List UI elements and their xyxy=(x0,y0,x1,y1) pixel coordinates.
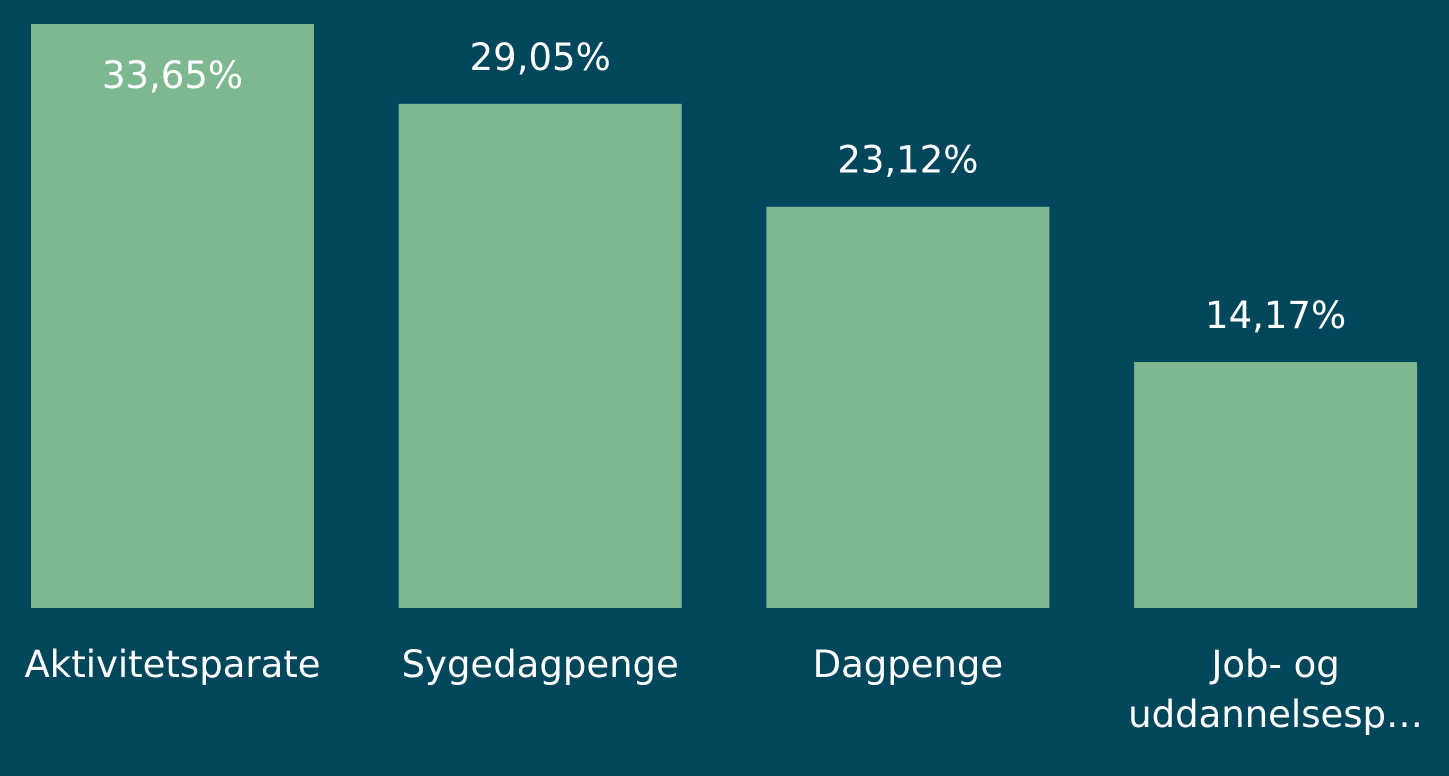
bar xyxy=(398,103,682,608)
bar xyxy=(766,206,1050,608)
x-tick-label: Job- og uddannelsesp… xyxy=(1128,643,1424,736)
x-tick-label: Dagpenge xyxy=(812,643,1004,686)
x-tick-label: Sygedagpenge xyxy=(401,643,679,686)
bar xyxy=(1134,362,1418,608)
data-label: 23,12% xyxy=(837,139,978,182)
data-label: 14,17% xyxy=(1205,294,1346,337)
data-label: 29,05% xyxy=(470,36,611,79)
x-tick-label: Aktivitetsparate xyxy=(24,643,321,686)
plot-area: 33,65% 29,05% 23,12% 14,17% xyxy=(31,24,1418,608)
data-label: 33,65% xyxy=(102,54,243,97)
bar xyxy=(31,24,314,608)
